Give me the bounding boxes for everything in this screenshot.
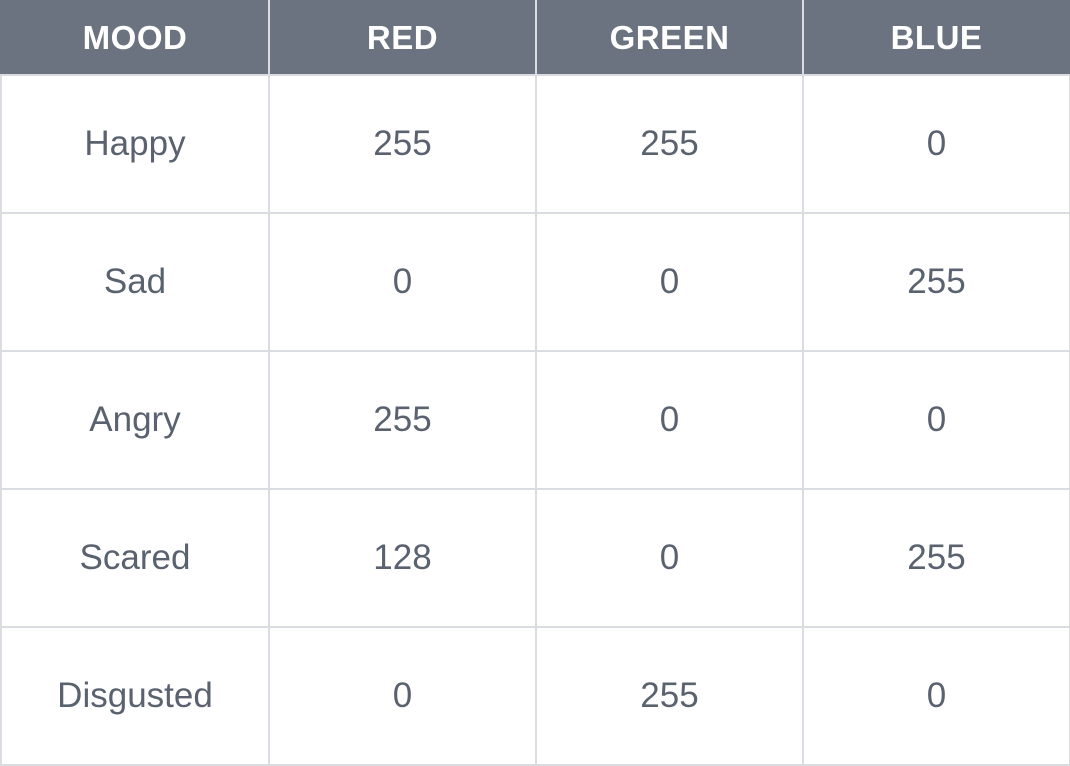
column-header-mood[interactable]: MOOD [0, 0, 270, 76]
green-value-cell: 255 [535, 74, 804, 214]
mood-cell: Angry [0, 350, 270, 490]
mood-cell: Disgusted [0, 626, 270, 766]
red-value-cell: 255 [268, 350, 537, 490]
blue-value-cell: 0 [802, 74, 1070, 214]
green-value-cell: 0 [535, 350, 804, 490]
red-value-cell: 0 [268, 212, 537, 352]
table-row: Sad 0 0 255 [0, 212, 1070, 352]
blue-value-cell: 255 [802, 212, 1070, 352]
table-header: MOOD RED GREEN BLUE [0, 0, 1070, 76]
green-value-cell: 0 [535, 212, 804, 352]
mood-cell: Sad [0, 212, 270, 352]
column-header-green[interactable]: GREEN [535, 0, 804, 76]
column-header-red[interactable]: RED [268, 0, 537, 76]
mood-cell: Happy [0, 74, 270, 214]
red-value-cell: 255 [268, 74, 537, 214]
table-row: Disgusted 0 255 0 [0, 626, 1070, 766]
table-row: Scared 128 0 255 [0, 488, 1070, 628]
mood-cell: Scared [0, 488, 270, 628]
table-body: Happy 255 255 0 Sad 0 0 255 Angry 255 0 … [0, 74, 1070, 766]
blue-value-cell: 0 [802, 626, 1070, 766]
green-value-cell: 0 [535, 488, 804, 628]
red-value-cell: 0 [268, 626, 537, 766]
header-row: MOOD RED GREEN BLUE [0, 0, 1070, 76]
blue-value-cell: 0 [802, 350, 1070, 490]
red-value-cell: 128 [268, 488, 537, 628]
table-row: Angry 255 0 0 [0, 350, 1070, 490]
table-row: Happy 255 255 0 [0, 74, 1070, 214]
blue-value-cell: 255 [802, 488, 1070, 628]
column-header-blue[interactable]: BLUE [802, 0, 1070, 76]
green-value-cell: 255 [535, 626, 804, 766]
